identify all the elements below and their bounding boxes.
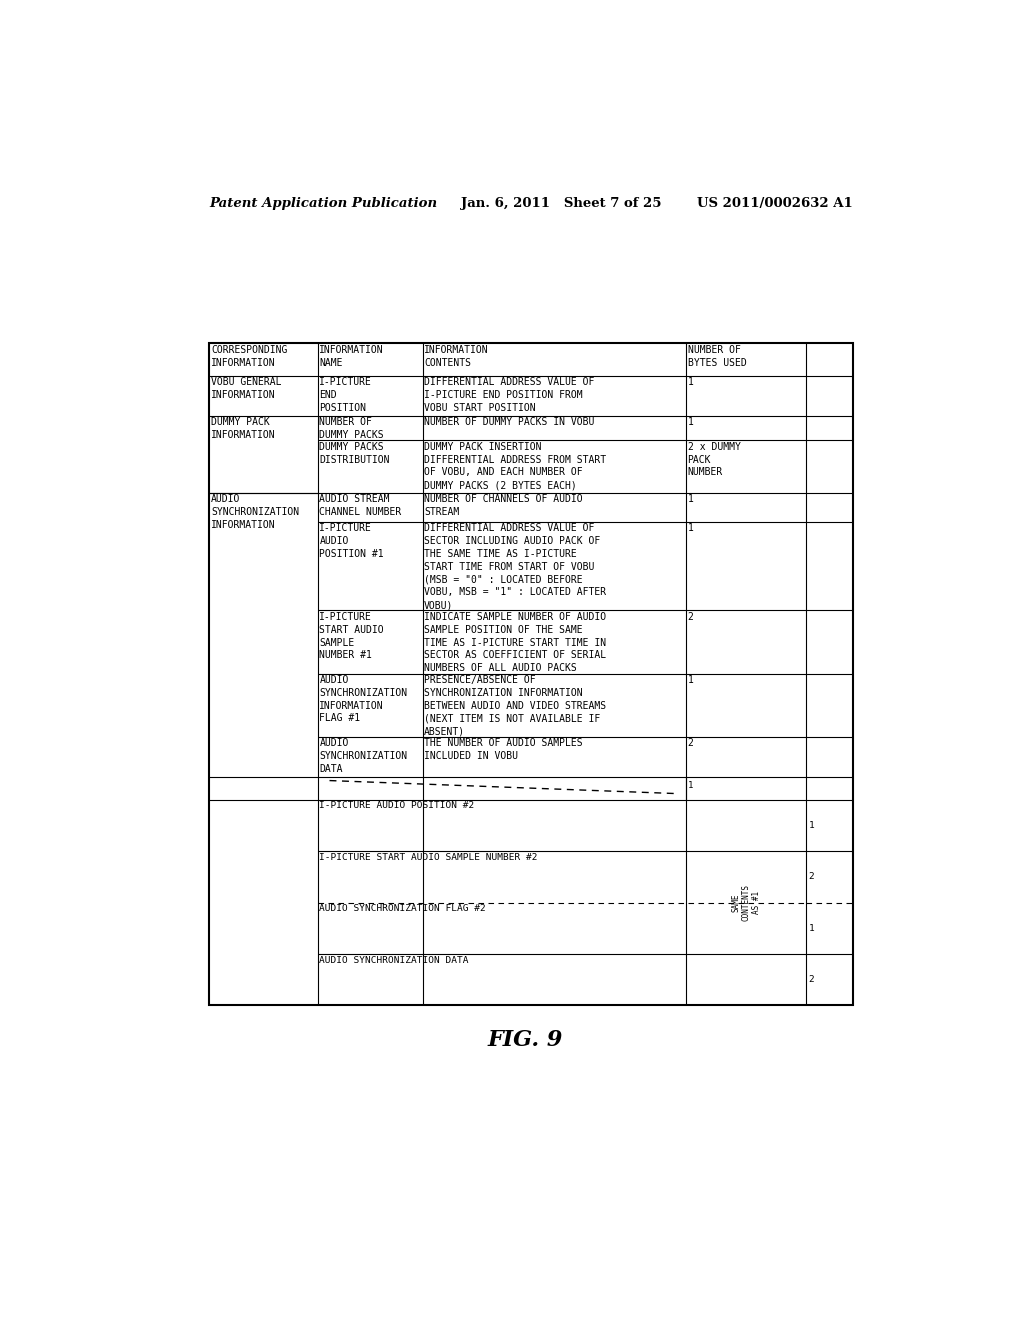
Text: I-PICTURE START AUDIO SAMPLE NUMBER #2: I-PICTURE START AUDIO SAMPLE NUMBER #2 (319, 853, 538, 862)
Text: NUMBER OF DUMMY PACKS IN VOBU: NUMBER OF DUMMY PACKS IN VOBU (424, 417, 594, 428)
Text: CORRESPONDING
INFORMATION: CORRESPONDING INFORMATION (211, 345, 288, 367)
Text: DUMMY PACKS
DISTRIBUTION: DUMMY PACKS DISTRIBUTION (319, 442, 390, 465)
Text: I-PICTURE
AUDIO
POSITION #1: I-PICTURE AUDIO POSITION #1 (319, 524, 384, 558)
Text: DIFFERENTIAL ADDRESS VALUE OF
I-PICTURE END POSITION FROM
VOBU START POSITION: DIFFERENTIAL ADDRESS VALUE OF I-PICTURE … (424, 378, 594, 413)
Text: 2: 2 (809, 873, 814, 882)
Text: 2: 2 (809, 975, 814, 985)
Text: I-PICTURE AUDIO POSITION #2: I-PICTURE AUDIO POSITION #2 (319, 801, 475, 810)
Text: 1: 1 (687, 524, 693, 533)
Text: 2: 2 (687, 738, 693, 748)
Text: Patent Application Publication: Patent Application Publication (209, 197, 437, 210)
Text: I-PICTURE
START AUDIO
SAMPLE
NUMBER #1: I-PICTURE START AUDIO SAMPLE NUMBER #1 (319, 612, 384, 660)
Text: I-PICTURE
END
POSITION: I-PICTURE END POSITION (319, 378, 373, 413)
Text: AUDIO SYNCHRONIZATION FLAG #2: AUDIO SYNCHRONIZATION FLAG #2 (319, 904, 486, 913)
Text: 1: 1 (687, 417, 693, 428)
Text: FIG. 9: FIG. 9 (487, 1030, 562, 1051)
Text: 1: 1 (687, 378, 693, 387)
Text: NUMBER OF CHANNELS OF AUDIO
STREAM: NUMBER OF CHANNELS OF AUDIO STREAM (424, 494, 583, 517)
Text: 2: 2 (687, 612, 693, 622)
Text: AUDIO
SYNCHRONIZATION
INFORMATION
FLAG #1: AUDIO SYNCHRONIZATION INFORMATION FLAG #… (319, 675, 408, 723)
Text: US 2011/0002632 A1: US 2011/0002632 A1 (697, 197, 853, 210)
Text: 1: 1 (809, 821, 814, 830)
Text: DUMMY PACK INSERTION
DIFFERENTIAL ADDRESS FROM START
OF VOBU, AND EACH NUMBER OF: DUMMY PACK INSERTION DIFFERENTIAL ADDRES… (424, 442, 606, 490)
Text: Jan. 6, 2011   Sheet 7 of 25: Jan. 6, 2011 Sheet 7 of 25 (461, 197, 662, 210)
Text: DIFFERENTIAL ADDRESS VALUE OF
SECTOR INCLUDING AUDIO PACK OF
THE SAME TIME AS I-: DIFFERENTIAL ADDRESS VALUE OF SECTOR INC… (424, 524, 606, 610)
Text: 1: 1 (687, 494, 693, 504)
Text: INDICATE SAMPLE NUMBER OF AUDIO
SAMPLE POSITION OF THE SAME
TIME AS I-PICTURE ST: INDICATE SAMPLE NUMBER OF AUDIO SAMPLE P… (424, 612, 606, 673)
Text: NUMBER OF
DUMMY PACKS: NUMBER OF DUMMY PACKS (319, 417, 384, 440)
Text: SAME
CONTENTS
AS #1: SAME CONTENTS AS #1 (731, 884, 761, 921)
Text: INFORMATION
NAME: INFORMATION NAME (319, 345, 384, 367)
Text: 2 x DUMMY
PACK
NUMBER: 2 x DUMMY PACK NUMBER (687, 442, 740, 478)
Text: AUDIO
SYNCHRONIZATION
DATA: AUDIO SYNCHRONIZATION DATA (319, 738, 408, 774)
Bar (209, 343, 853, 1006)
Text: 1: 1 (687, 675, 693, 685)
Text: THE NUMBER OF AUDIO SAMPLES
INCLUDED IN VOBU: THE NUMBER OF AUDIO SAMPLES INCLUDED IN … (424, 738, 583, 762)
Text: 1: 1 (809, 924, 814, 933)
Text: 1: 1 (688, 780, 693, 789)
Text: VOBU GENERAL
INFORMATION: VOBU GENERAL INFORMATION (211, 378, 282, 400)
Text: NUMBER OF
BYTES USED: NUMBER OF BYTES USED (687, 345, 746, 367)
Text: DUMMY PACK
INFORMATION: DUMMY PACK INFORMATION (211, 417, 275, 440)
Text: AUDIO STREAM
CHANNEL NUMBER: AUDIO STREAM CHANNEL NUMBER (319, 494, 401, 517)
Text: AUDIO SYNCHRONIZATION DATA: AUDIO SYNCHRONIZATION DATA (319, 956, 469, 965)
Text: INFORMATION
CONTENTS: INFORMATION CONTENTS (424, 345, 488, 367)
Text: PRESENCE/ABSENCE OF
SYNCHRONIZATION INFORMATION
BETWEEN AUDIO AND VIDEO STREAMS
: PRESENCE/ABSENCE OF SYNCHRONIZATION INFO… (424, 675, 606, 737)
Text: AUDIO
SYNCHRONIZATION
INFORMATION: AUDIO SYNCHRONIZATION INFORMATION (211, 494, 299, 529)
